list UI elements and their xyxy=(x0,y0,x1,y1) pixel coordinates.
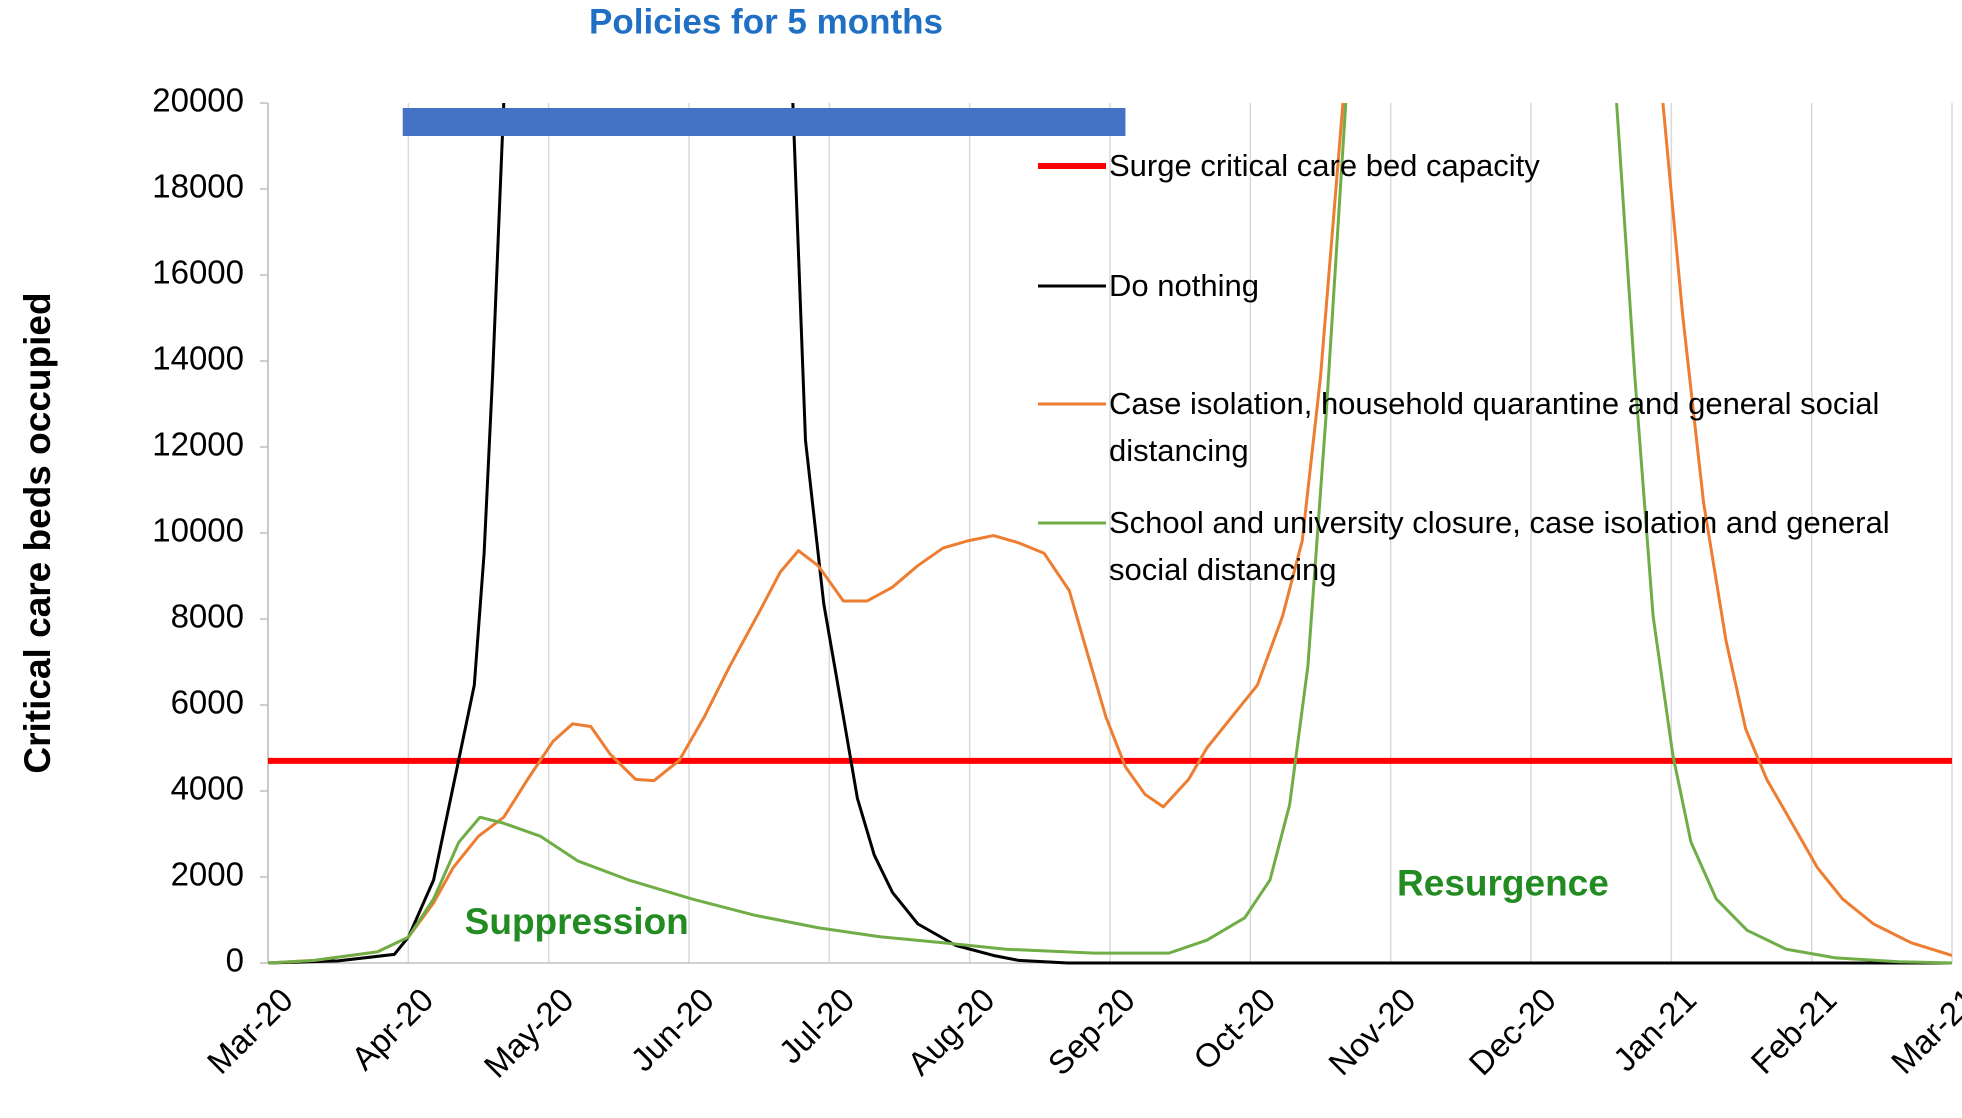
plot xyxy=(268,103,1952,965)
y-tick-label: 16000 xyxy=(152,254,244,291)
y-tick-label: 0 xyxy=(226,942,244,979)
x-tick-label: Oct-20 xyxy=(1186,981,1282,1077)
x-tick-label: Apr-20 xyxy=(344,981,440,1077)
y-tick-label: 10000 xyxy=(152,512,244,549)
policy-period-bar xyxy=(402,108,1126,136)
y-tick-label: 18000 xyxy=(152,168,244,205)
y-tick-label: 8000 xyxy=(171,598,244,635)
y-tick-label: 12000 xyxy=(152,426,244,463)
x-tick-label: Mar-20 xyxy=(200,981,300,1081)
x-tick-label: May-20 xyxy=(477,981,581,1085)
x-tick-label: Nov-20 xyxy=(1321,981,1422,1082)
series-line xyxy=(268,103,1952,965)
legend-label: Surge critical care bed capacity xyxy=(1109,148,1540,183)
y-axis-label: Critical care beds occupied xyxy=(17,292,58,773)
y-tick-label: 6000 xyxy=(171,684,244,721)
legend-label: Case isolation, household quarantine and… xyxy=(1109,386,1880,468)
annotation: Resurgence xyxy=(1397,862,1609,903)
y-tick-label: 14000 xyxy=(152,340,244,377)
x-tick-label: Dec-20 xyxy=(1462,981,1563,1082)
y-tick-label: 2000 xyxy=(171,856,244,893)
series-line xyxy=(268,103,1952,965)
x-tick-label: Sep-20 xyxy=(1041,981,1142,1082)
series-line xyxy=(268,103,1952,965)
x-tick-label: Jul-20 xyxy=(772,981,862,1071)
annotation: Suppression xyxy=(465,901,689,942)
y-tick-label: 20000 xyxy=(152,82,244,119)
chart-title: Policies for 5 months xyxy=(589,2,943,41)
legend-label: Do nothing xyxy=(1109,268,1259,303)
x-tick-label: Mar-21 xyxy=(1884,981,1962,1081)
x-tick-label: Jun-20 xyxy=(623,981,721,1079)
y-tick-label: 4000 xyxy=(171,770,244,807)
x-tick-label: Feb-21 xyxy=(1743,981,1843,1081)
x-tick-label: Aug-20 xyxy=(900,981,1001,1082)
x-tick-label: Jan-21 xyxy=(1606,981,1704,1079)
legend-label: School and university closure, case isol… xyxy=(1109,505,1890,587)
